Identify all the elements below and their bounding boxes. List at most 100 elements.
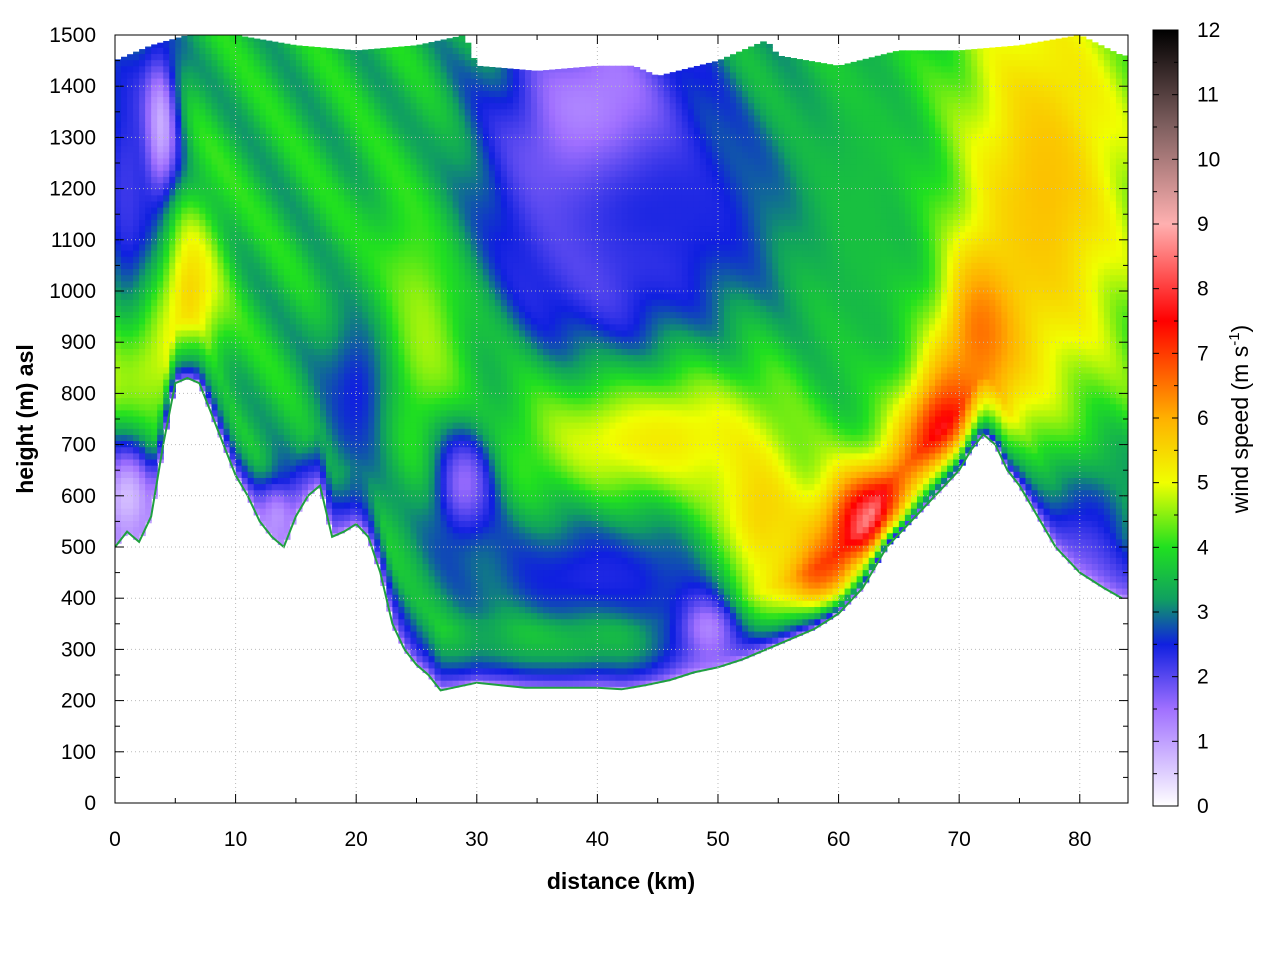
field-cell xyxy=(410,354,418,362)
field-cell xyxy=(350,256,357,263)
field-cell xyxy=(446,151,454,159)
field-cell xyxy=(386,127,393,134)
field-cell xyxy=(482,618,490,626)
field-cell xyxy=(199,366,207,374)
field-cell xyxy=(356,409,363,417)
field-cell xyxy=(326,385,333,392)
field-cell xyxy=(121,151,128,159)
field-cell xyxy=(416,323,424,331)
field-cell xyxy=(211,53,219,61)
field-cell xyxy=(410,170,418,177)
field-cell xyxy=(320,286,327,294)
field-cell xyxy=(416,231,424,239)
field-cell xyxy=(307,200,315,208)
field-cell xyxy=(145,508,152,515)
field-cell xyxy=(368,268,375,276)
field-cell xyxy=(301,391,309,399)
field-cell xyxy=(428,520,436,528)
field-cell xyxy=(253,59,261,67)
field-cell xyxy=(452,250,460,257)
field-cell xyxy=(458,237,466,245)
field-cell xyxy=(229,78,237,85)
field-cell xyxy=(332,176,339,184)
field-cell xyxy=(199,90,207,98)
field-cell xyxy=(241,47,249,55)
field-cell xyxy=(380,508,387,515)
field-cell xyxy=(187,280,194,288)
field-cell xyxy=(253,397,261,405)
field-cell xyxy=(169,329,176,337)
field-cell xyxy=(211,176,219,184)
field-cell xyxy=(283,47,291,55)
field-cell xyxy=(362,108,369,116)
field-cell xyxy=(482,630,490,638)
field-cell xyxy=(386,47,393,55)
field-cell xyxy=(241,317,249,325)
field-cell xyxy=(434,268,442,276)
field-cell xyxy=(470,71,478,79)
field-cell xyxy=(181,108,188,116)
field-cell xyxy=(307,157,315,165)
field-cell xyxy=(458,544,466,552)
field-cell xyxy=(440,557,448,564)
field-cell xyxy=(295,415,303,423)
field-cell xyxy=(458,612,466,620)
field-cell xyxy=(422,667,430,674)
field-cell xyxy=(452,274,460,282)
field-cell xyxy=(368,495,375,503)
field-cell xyxy=(452,237,460,245)
field-cell xyxy=(145,311,152,319)
field-cell xyxy=(326,428,333,435)
field-cell xyxy=(410,293,418,300)
field-cell xyxy=(133,391,140,399)
field-cell xyxy=(145,305,152,313)
field-cell xyxy=(181,157,188,165)
field-cell xyxy=(458,477,466,485)
field-cell xyxy=(205,96,213,104)
field-cell xyxy=(301,237,309,245)
field-cell xyxy=(229,422,237,429)
field-cell xyxy=(313,102,321,110)
field-cell xyxy=(470,428,478,435)
field-cell xyxy=(440,262,448,270)
field-cell xyxy=(283,194,291,202)
field-cell xyxy=(247,422,255,429)
field-cell xyxy=(241,286,249,294)
field-cell xyxy=(476,483,484,491)
field-cell xyxy=(229,452,237,460)
field-cell xyxy=(386,121,393,128)
field-cell xyxy=(416,428,424,435)
field-cell xyxy=(434,200,442,208)
field-cell xyxy=(253,194,261,202)
field-cell xyxy=(253,250,261,257)
field-cell xyxy=(205,354,213,362)
field-cell xyxy=(307,170,315,177)
field-cell xyxy=(205,151,213,159)
field-cell xyxy=(320,274,327,282)
field-cell xyxy=(211,213,219,220)
field-cell xyxy=(235,323,243,331)
field-cell xyxy=(175,317,182,325)
field-cell xyxy=(446,409,454,417)
field-cell xyxy=(241,348,249,356)
field-cell xyxy=(404,170,412,177)
field-cell xyxy=(338,237,345,245)
field-cell xyxy=(271,403,279,411)
field-cell xyxy=(392,397,399,405)
field-cell xyxy=(422,84,430,91)
field-cell xyxy=(145,422,152,429)
field-cell xyxy=(211,379,219,386)
field-cell xyxy=(127,495,134,503)
field-cell xyxy=(458,121,466,128)
field-cell xyxy=(320,489,327,497)
field-cell xyxy=(313,336,321,343)
field-cell xyxy=(350,121,357,128)
field-cell xyxy=(151,243,158,251)
field-cell xyxy=(271,477,279,485)
field-cell xyxy=(362,299,369,306)
field-cell xyxy=(440,127,448,134)
field-cell xyxy=(434,618,442,626)
field-cell xyxy=(301,342,309,349)
field-cell xyxy=(289,78,297,85)
field-cell xyxy=(326,176,333,184)
